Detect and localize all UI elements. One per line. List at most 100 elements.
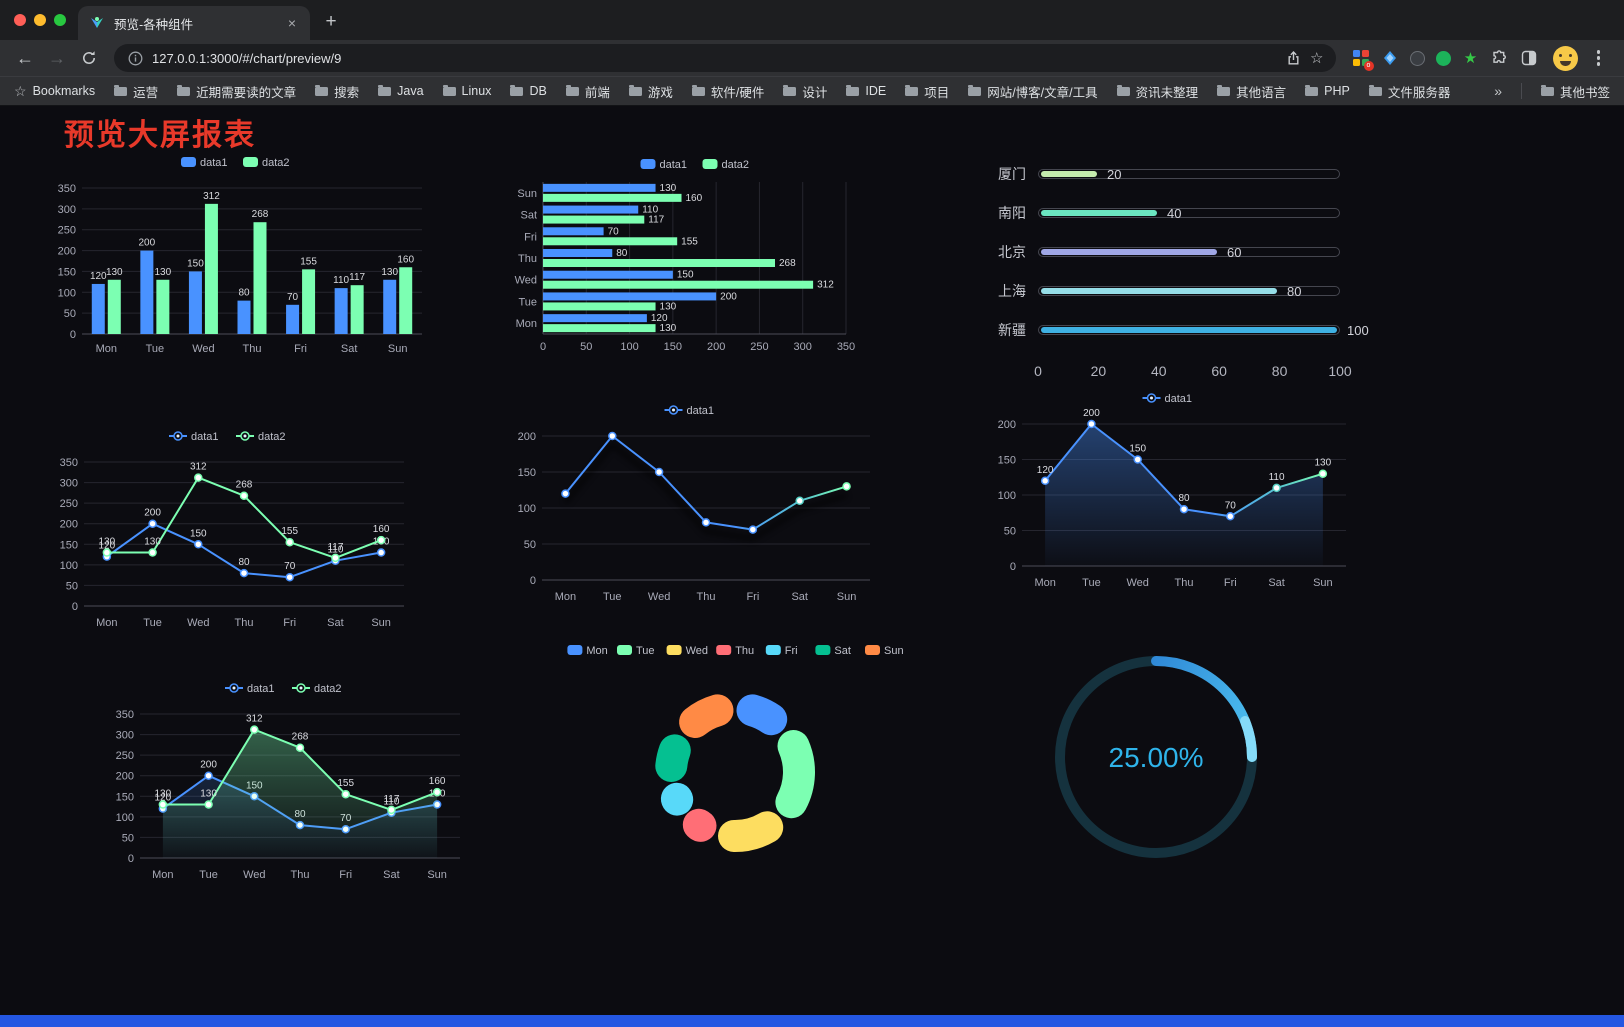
progress-x-axis: 0 20 40 60 80 100	[1034, 363, 1352, 379]
svg-text:250: 250	[116, 750, 134, 762]
extension-green-star-icon[interactable]: ★	[1463, 50, 1478, 67]
progress-label: 北京	[998, 244, 1026, 260]
svg-text:160: 160	[397, 254, 414, 265]
bookmark-folder-3[interactable]: Java	[378, 84, 424, 98]
area1-chart-canvas[interactable]: data1 0 50 100 150 200 Mon Tue Wed Thu Fri Sat Sun 12…	[982, 384, 1358, 596]
reload-button[interactable]	[74, 43, 104, 73]
bookmark-label: Linux	[461, 84, 492, 98]
legend-item-Fri[interactable]: Fri	[765, 645, 798, 657]
svg-text:200: 200	[998, 419, 1016, 431]
legend-item-data2[interactable]: data2	[236, 431, 286, 443]
forward-button[interactable]: →	[48, 47, 66, 68]
bookmark-folder-8[interactable]: 软件/硬件	[691, 82, 764, 101]
bookmark-folder-14[interactable]: 其他语言	[1217, 82, 1286, 101]
folder-icon	[315, 84, 329, 96]
maximize-window-button[interactable]	[54, 14, 66, 26]
profile-avatar[interactable]	[1552, 45, 1578, 71]
legend-item-data1[interactable]: data1	[640, 159, 688, 171]
legend-item-Sat[interactable]: Sat	[815, 645, 851, 657]
svg-text:110: 110	[1269, 472, 1285, 483]
browser-menu-icon[interactable]	[1589, 46, 1609, 70]
bookmark-folder-4[interactable]: Linux	[442, 84, 492, 98]
bar-chart-canvas[interactable]: data1 data2 0 50 100 150 200 250 300 350 Mon Tue Wed…	[44, 148, 430, 362]
svg-text:300: 300	[116, 730, 134, 742]
bookmark-item-bookmarks[interactable]: ☆ Bookmarks	[14, 84, 95, 98]
pie-slice-Wed[interactable]	[718, 811, 784, 852]
folder-icon	[783, 84, 797, 96]
folder-icon	[968, 84, 982, 96]
back-button[interactable]: ←	[16, 47, 34, 68]
legend-item-Sun[interactable]: Sun	[865, 645, 904, 657]
site-info-icon[interactable]	[126, 49, 144, 67]
gauge-chart-canvas[interactable]: 25.00%	[1036, 644, 1276, 868]
area2-chart-canvas[interactable]: data1 data2 0 50 100 150 200 250 300 350 Mon Tue Wed…	[100, 674, 472, 888]
progress-track: 80	[1038, 285, 1340, 298]
extension-green-circle-icon[interactable]	[1435, 50, 1451, 66]
svg-text:160: 160	[373, 524, 390, 535]
bookmark-star-icon[interactable]: ☆	[1310, 50, 1324, 67]
chart-bar-horizontal: data1 data2 0 50 100 150 200 250 300 350 Mon 120 130…	[505, 150, 888, 364]
new-tab-button[interactable]: +	[325, 11, 337, 32]
pie-slice-Sun[interactable]	[679, 694, 734, 738]
svg-text:Sat: Sat	[327, 617, 344, 629]
close-window-button[interactable]	[14, 14, 26, 26]
svg-text:300: 300	[60, 478, 78, 490]
browser-tab[interactable]: 预览-各种组件 ×	[78, 6, 310, 40]
extension-theme-icon[interactable]	[1520, 49, 1538, 67]
bookmark-folder-0[interactable]: 运营	[114, 82, 158, 101]
svg-text:Thu: Thu	[1175, 577, 1194, 589]
bookmark-folder-10[interactable]: IDE	[846, 84, 886, 98]
legend-item-data1[interactable]: data1	[169, 431, 219, 443]
line1-chart-canvas[interactable]: data1 0 50 100 150 200 Mon Tue Wed Thu Fri Sat Sun	[502, 396, 882, 610]
url-text[interactable]: 127.0.0.1:3000/#/chart/preview/9	[152, 50, 342, 66]
extension-grid-icon[interactable]: o	[1352, 49, 1374, 71]
svg-text:200: 200	[518, 431, 536, 443]
address-bar[interactable]: 127.0.0.1:3000/#/chart/preview/9 ☆	[114, 44, 1336, 72]
svg-text:Sat: Sat	[1268, 577, 1285, 589]
share-icon[interactable]	[1284, 49, 1302, 67]
legend-item-data1[interactable]: data1	[664, 405, 715, 417]
svg-text:Tue: Tue	[146, 343, 165, 355]
legend-item-data2[interactable]: data2	[702, 159, 750, 171]
pie-slice-Thu[interactable]	[682, 808, 717, 842]
bookmark-folder-5[interactable]: DB	[510, 84, 547, 98]
folder-icon	[1368, 84, 1382, 96]
extensions-puzzle-icon[interactable]	[1491, 49, 1509, 67]
legend-item-data2[interactable]: data2	[292, 683, 342, 695]
bookmarks-overflow-chevron[interactable]: »	[1494, 83, 1502, 99]
svg-text:100: 100	[620, 341, 638, 353]
svg-text:155: 155	[681, 236, 698, 247]
legend-item-data1[interactable]: data1	[181, 157, 228, 169]
svg-text:130: 130	[106, 267, 123, 278]
legend-item-Tue[interactable]: Tue	[617, 645, 655, 657]
bookmark-folder-13[interactable]: 资讯未整理	[1116, 82, 1198, 101]
pie-slice-Tue[interactable]	[775, 730, 815, 819]
pie-chart-canvas[interactable]: Mon Tue Wed Thu Fri Sat Sun	[550, 636, 920, 876]
bookmark-folder-6[interactable]: 前端	[565, 82, 610, 101]
bookmark-folder-12[interactable]: 网站/博客/文章/工具	[968, 82, 1098, 101]
bookmark-item-other-bookmarks[interactable]: 其他书签	[1540, 82, 1610, 101]
bookmark-folder-1[interactable]: 近期需要读的文章	[177, 82, 296, 101]
legend-item-data1[interactable]: data1	[1142, 393, 1193, 405]
bookmark-folder-9[interactable]: 设计	[783, 82, 827, 101]
tab-close-icon[interactable]: ×	[287, 15, 297, 31]
svg-text:50: 50	[66, 580, 78, 592]
line2-chart-canvas[interactable]: data1 data2 0 50 100 150 200 250 300 350 Mon Tue Wed…	[44, 422, 416, 636]
extension-proxy-icon[interactable]	[1381, 49, 1399, 67]
bookmark-folder-11[interactable]: 项目	[905, 82, 949, 101]
bookmark-folder-16[interactable]: 文件服务器	[1368, 82, 1450, 101]
svg-text:110: 110	[383, 797, 399, 808]
minimize-window-button[interactable]	[34, 14, 46, 26]
bookmark-folder-15[interactable]: PHP	[1305, 84, 1350, 98]
pie-slice-Mon[interactable]	[736, 694, 788, 736]
legend-item-data2[interactable]: data2	[243, 157, 290, 169]
pie-slice-Sat[interactable]	[655, 734, 691, 782]
legend-item-Thu[interactable]: Thu	[716, 645, 754, 657]
bookmark-folder-2[interactable]: 搜索	[315, 82, 359, 101]
legend-item-data1[interactable]: data1	[225, 683, 275, 695]
legend-item-Wed[interactable]: Wed	[666, 645, 708, 657]
legend-item-Mon[interactable]: Mon	[567, 645, 608, 657]
extension-dark-circle-icon[interactable]	[1409, 50, 1425, 66]
bookmark-folder-7[interactable]: 游戏	[628, 82, 673, 101]
